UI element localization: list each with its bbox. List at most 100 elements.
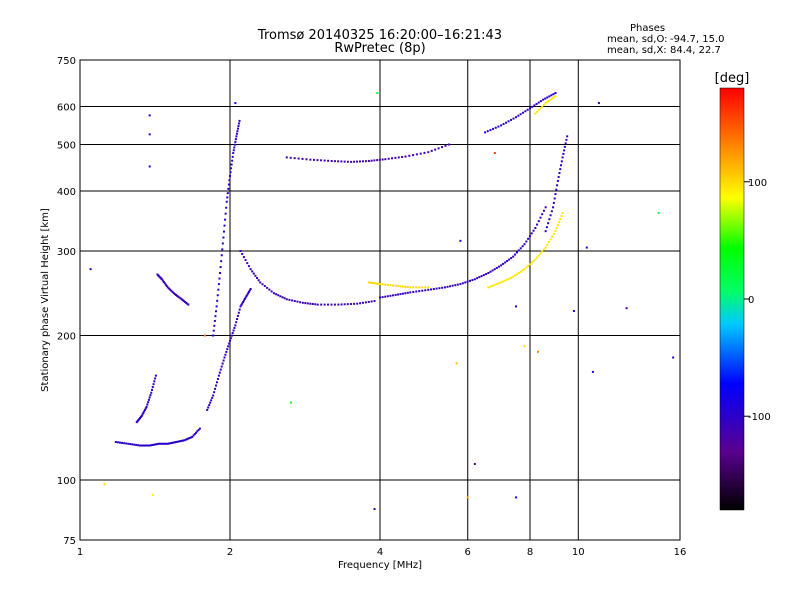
trace-point [176, 440, 179, 443]
colorbar [720, 88, 744, 510]
trace-point [232, 152, 235, 155]
trace-point [530, 232, 533, 235]
trace-point [500, 264, 503, 267]
trace-point [539, 216, 542, 219]
trace-point [123, 442, 126, 445]
trace-point [441, 286, 444, 289]
trace-point [507, 120, 510, 123]
trace-point [140, 414, 143, 417]
trace-point [557, 175, 560, 178]
trace-point [491, 284, 494, 287]
trace-point [215, 305, 218, 308]
trace-point [247, 265, 250, 268]
trace-point [551, 235, 554, 238]
trace-point [532, 260, 535, 263]
trace-point [212, 394, 215, 397]
trace-point [223, 224, 226, 227]
trace-point [517, 249, 520, 252]
trace-point [541, 105, 544, 108]
scatter-point [103, 483, 106, 486]
trace-point [241, 253, 244, 256]
trace-point [233, 143, 236, 146]
trace-point [242, 299, 245, 302]
trace-point [546, 100, 549, 103]
trace-point [353, 302, 356, 305]
y-tick-label: 300 [57, 247, 76, 258]
trace-point [537, 254, 540, 257]
trace-point [418, 290, 421, 293]
trace-point [320, 159, 323, 162]
trace-point [547, 99, 550, 102]
trace-point [387, 157, 390, 160]
trace-point [206, 408, 209, 411]
trace-point [220, 365, 223, 368]
trace-point [172, 441, 175, 444]
trace-point [361, 301, 364, 304]
trace-point [154, 374, 157, 377]
trace-point [238, 119, 241, 122]
trace-point [127, 442, 130, 445]
trace-point [386, 283, 389, 286]
trace-point [533, 104, 536, 107]
trace-point [528, 263, 531, 266]
trace-point [192, 434, 195, 437]
trace-point [512, 255, 515, 258]
trace-point [181, 299, 184, 302]
trace-point [244, 296, 247, 299]
trace-point [207, 406, 210, 409]
trace-point [566, 135, 569, 138]
trace-point [529, 107, 531, 110]
trace-point [412, 290, 415, 293]
trace-point [333, 303, 336, 306]
trace-point [224, 353, 227, 356]
trace-point [534, 112, 537, 115]
trace-point [435, 287, 438, 290]
trace-point [564, 142, 567, 145]
trace-point [552, 232, 555, 235]
trace-point [251, 270, 254, 273]
trace-point [162, 442, 165, 445]
trace-point [142, 411, 145, 414]
trace-point [301, 157, 304, 160]
trace-point [165, 442, 168, 445]
trace-point [489, 285, 492, 288]
trace-point [546, 96, 549, 99]
trace-point [288, 298, 291, 301]
trace-point [150, 391, 153, 394]
trace-point [257, 279, 260, 282]
trace-point [270, 290, 273, 293]
trace-point [370, 300, 373, 303]
trace-point [245, 295, 248, 298]
trace-point [359, 160, 362, 163]
trace-point [367, 160, 370, 163]
trace-point [549, 98, 552, 101]
trace-point [229, 171, 232, 174]
trace-point [369, 281, 372, 284]
trace-point [415, 286, 418, 289]
data-points [89, 92, 675, 511]
trace-point [145, 405, 148, 408]
trace-point [556, 179, 559, 182]
trace-point [527, 264, 530, 267]
trace-point [542, 103, 545, 106]
trace-point [214, 387, 217, 390]
x-tick-label: 10 [572, 547, 585, 558]
y-tick-label: 200 [57, 332, 76, 343]
trace-point [544, 97, 547, 100]
trace-point [137, 419, 140, 422]
trace-point [221, 362, 224, 365]
trace-point [542, 248, 545, 251]
trace-point [541, 250, 544, 253]
trace-point [178, 296, 181, 299]
trace-point [161, 279, 164, 282]
trace-point [376, 159, 379, 162]
trace-point [437, 147, 440, 150]
trace-point [221, 248, 224, 251]
trace-point [154, 443, 157, 446]
scatter-point [523, 345, 526, 348]
trace-point [544, 102, 547, 105]
x-tick-labels: 1 2 4 6 8 10 16 [77, 547, 687, 558]
trace-point [373, 300, 376, 303]
trace-point [340, 160, 343, 163]
trace-point [131, 443, 134, 446]
